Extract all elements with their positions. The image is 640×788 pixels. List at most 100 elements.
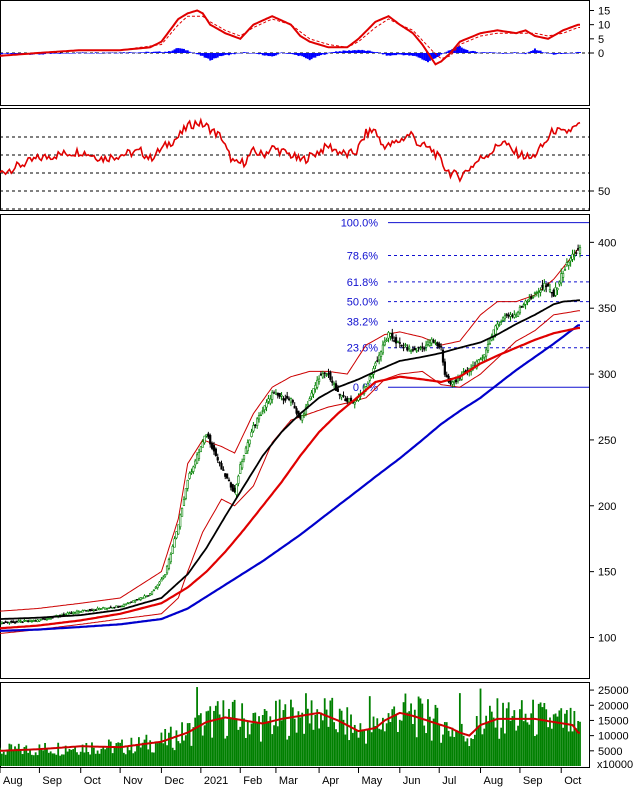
candle-body [177,524,180,535]
macd-histogram-bar [462,48,465,53]
candle-body [556,288,559,291]
candle-body [25,620,28,622]
candle-body [42,618,45,620]
macd-histogram-bar [227,53,230,56]
macd-histogram-bar [533,48,536,53]
volume-bar [498,738,501,766]
candle-body [130,601,133,603]
volume-bar [522,721,525,766]
candle-body [531,296,535,299]
macd-histogram-bar [83,52,86,54]
volume-bar [432,718,435,766]
macd-histogram-bar [507,53,510,54]
volume-bar [91,742,93,766]
volume-bar [395,715,397,766]
x-axis-tick-label: Feb [243,775,262,787]
candle-body [310,392,313,398]
volume-bar [158,742,161,766]
volume-bar [308,723,311,766]
volume-bar [458,693,461,766]
macd-histogram-bar [571,53,574,54]
macd-histogram-bar [413,53,416,56]
candle-body [205,434,208,437]
candle-body [503,315,507,320]
macd-histogram-bar [244,52,247,53]
macd-histogram-bar [498,52,501,54]
candle-body [577,248,580,250]
candle-body [548,289,552,292]
candle-body [160,578,163,582]
macd-histogram-bar [323,53,326,55]
macd-histogram-bar [483,52,486,53]
volume-bar [434,704,437,766]
volume-bar [342,719,345,766]
candle-body [43,618,47,620]
macd-histogram-bar [485,52,488,53]
candle-body [150,591,154,595]
volume-bar [321,720,324,766]
macd-histogram-bar [548,53,551,54]
macd-histogram-bar [64,53,67,54]
volume-bar [520,700,523,766]
volume-bar [233,699,236,766]
candle-body [295,408,298,414]
macd-histogram-bar [89,53,92,54]
candle-body [87,609,90,612]
macd-histogram-bar [518,53,521,54]
candle-body [387,332,390,339]
volume-bar [23,746,26,766]
macd-histogram-bar [205,53,208,58]
volume-bar [389,722,392,766]
volume-bar [229,717,232,766]
macd-histogram-bar [494,52,497,54]
macd-histogram-bar [250,53,253,54]
volume-bar [87,751,90,766]
volume-bar [453,736,456,766]
volume-bar [12,750,15,766]
macd-histogram-bar [70,53,73,54]
volume-bar [17,743,20,766]
candle-body [404,344,407,346]
macd-histogram-bar [169,51,172,53]
volume-bar [222,700,225,766]
candle-body [509,314,512,317]
macd-histogram-bar [72,53,75,54]
candle-body [90,609,94,612]
volume-bar [468,746,471,766]
candle-body [378,354,381,361]
ma-mid-line [0,326,580,630]
candle-body [571,253,574,260]
volume-bar [244,737,247,766]
candle-body [94,609,97,611]
macd-histogram-bar [472,50,475,53]
macd-histogram-bar [177,48,180,53]
macd-histogram-bar [487,52,490,54]
macd-histogram-bar [455,47,458,53]
macd-histogram-bar [410,53,413,56]
volume-bar [404,693,407,766]
candle-body [141,597,144,599]
candle-body [96,607,99,611]
volume-bar [303,733,305,766]
volume-bar [442,734,444,766]
candle-body [2,622,5,624]
volume-bar [177,741,180,766]
macd-histogram-bar [558,53,561,54]
rsi-line [0,117,581,183]
volume-bar [532,699,534,766]
volume-bar [417,696,420,766]
volume-bar [449,736,452,766]
macd-histogram-bar [456,46,459,53]
candle-body [45,618,49,620]
volume-bar [335,729,337,766]
macd-histogram-bar [90,53,93,54]
macd-histogram-bar [350,50,353,53]
macd-histogram-bar [393,53,396,56]
candle-body [526,301,529,303]
macd-histogram-bar [321,53,324,55]
volume-bar [61,754,63,766]
macd-histogram-bar [299,53,302,56]
candle-body [278,392,281,397]
macd-histogram-bar [282,53,285,54]
volume-bar [567,731,570,766]
